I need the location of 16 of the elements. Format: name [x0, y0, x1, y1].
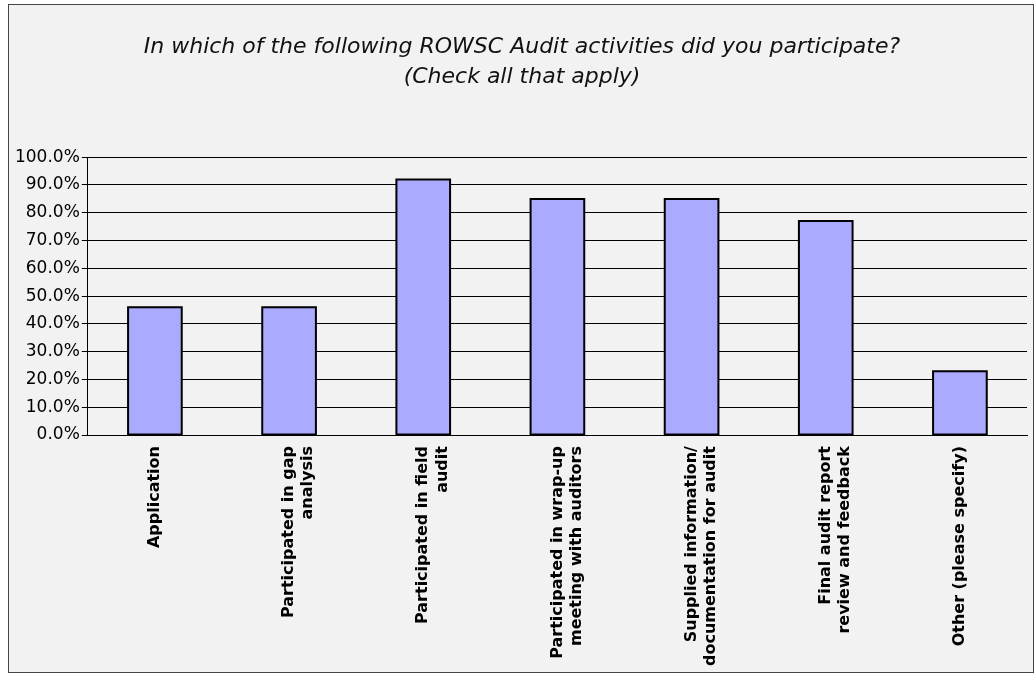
y-tick-label: 60.0%: [25, 256, 80, 277]
y-tick-label: 20.0%: [25, 367, 80, 388]
y-tick-label: 100.0%: [14, 145, 80, 166]
x-tick-label: Participated in gap analysis: [278, 446, 317, 619]
chart-title: In which of the following ROWSC Audit activities did you participate? (Check all that apply): [142, 32, 902, 90]
y-tick-label: 0.0%: [36, 423, 80, 444]
y-tick-label: 40.0%: [25, 312, 80, 333]
x-tick-label: Other (please specify): [949, 446, 969, 647]
y-tick-label: 80.0%: [25, 201, 80, 222]
y-tick-label: 30.0%: [25, 340, 80, 361]
y-tick-label: 90.0%: [25, 173, 80, 194]
x-tick-label: Participated in field audit: [412, 445, 451, 624]
x-tick-label: Application: [144, 446, 164, 549]
y-tick-label: 70.0%: [25, 228, 80, 249]
y-tick-label: 50.0%: [25, 284, 80, 305]
y-tick-label: 10.0%: [25, 395, 80, 416]
